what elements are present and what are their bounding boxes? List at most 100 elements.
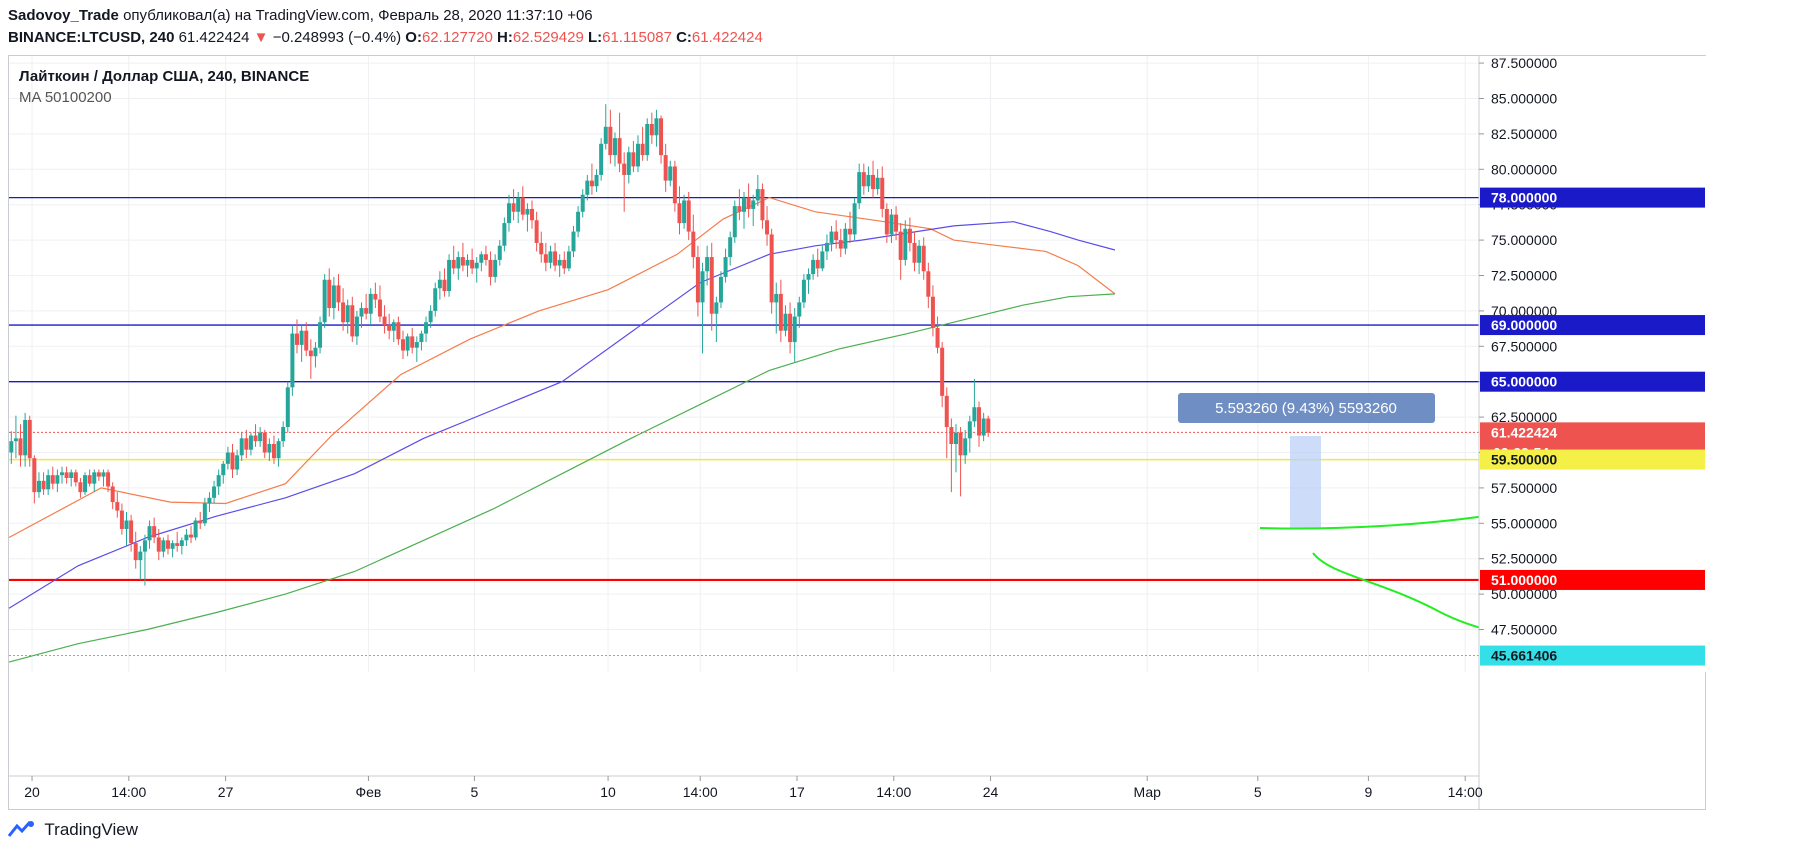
candle-body xyxy=(244,438,249,450)
candle-body xyxy=(488,259,493,277)
candle-body xyxy=(760,189,765,221)
x-tick-label: 27 xyxy=(218,784,234,800)
high-label: H: xyxy=(497,29,513,46)
candle-body xyxy=(225,452,230,464)
candle-body xyxy=(659,118,664,156)
candle-body xyxy=(751,200,756,209)
y-tick-label: 57.500000 xyxy=(1491,480,1557,496)
indicator-legend[interactable]: MA 50100200 xyxy=(19,89,112,106)
candle-body xyxy=(755,189,760,201)
candle-body xyxy=(557,259,562,266)
candle-body xyxy=(147,526,152,541)
candle-body xyxy=(806,274,811,280)
level-tag: 59.500000 xyxy=(1491,452,1557,468)
candle-body xyxy=(96,472,101,477)
candle-body xyxy=(603,126,608,144)
candle-body xyxy=(424,322,429,334)
x-tick-label: 14:00 xyxy=(683,784,718,800)
candle-body xyxy=(331,285,336,309)
candle-body xyxy=(728,237,733,258)
candle-body xyxy=(253,435,258,442)
y-tick-label: 87.500000 xyxy=(1491,55,1557,71)
candle-body xyxy=(576,211,581,232)
ohlc-header: BINANCE:LTCUSD, 240 61.422424 ▼ −0.24899… xyxy=(8,29,763,46)
x-tick-label: Мар xyxy=(1134,784,1162,800)
candle-body xyxy=(405,336,410,351)
candle-body xyxy=(92,472,97,484)
candle-body xyxy=(299,330,304,345)
candle-body xyxy=(304,330,309,351)
candle-body xyxy=(267,444,272,453)
candle-body xyxy=(903,228,908,260)
candle-body xyxy=(364,308,369,314)
candle-body xyxy=(742,197,746,212)
candle-body xyxy=(737,206,742,212)
candle-body xyxy=(87,475,92,484)
candle-body xyxy=(769,234,774,303)
candle-body xyxy=(175,543,180,546)
candle-body xyxy=(967,421,972,439)
candle-body xyxy=(797,302,802,317)
candle-body xyxy=(723,257,728,277)
candle-body xyxy=(539,242,544,255)
candle-body xyxy=(622,163,627,175)
level-tag: 78.000000 xyxy=(1491,190,1557,206)
candle-body xyxy=(700,271,705,303)
candle-body xyxy=(774,293,779,303)
candle-body xyxy=(935,327,940,348)
candle-body xyxy=(801,279,806,303)
candle-body xyxy=(433,288,438,311)
candle-body xyxy=(953,432,958,445)
candle-body xyxy=(930,296,935,328)
candle-body xyxy=(866,174,871,187)
candle-body xyxy=(636,143,641,167)
close-value: 61.422424 xyxy=(691,29,763,46)
candle-body xyxy=(811,259,816,275)
candle-body xyxy=(341,302,346,323)
candle-body xyxy=(631,152,636,167)
candle-body xyxy=(506,203,511,224)
candle-body xyxy=(350,305,355,337)
candle-body xyxy=(654,118,659,136)
brand-footer[interactable]: TradingView xyxy=(8,820,138,840)
candle-body xyxy=(594,174,599,187)
measure-box[interactable] xyxy=(1290,436,1321,529)
x-tick-label: 14:00 xyxy=(111,784,146,800)
candle-body xyxy=(940,347,945,396)
candle-body xyxy=(972,407,977,422)
level-tag-box xyxy=(1480,315,1705,336)
candle-body xyxy=(820,251,825,269)
candle-body xyxy=(640,143,645,156)
y-tick-label: 67.500000 xyxy=(1491,338,1557,354)
candle-body xyxy=(156,537,161,552)
candle-body xyxy=(553,251,558,266)
candle-body xyxy=(843,228,848,249)
candle-body xyxy=(497,245,502,260)
chart-title: Лайткоин / Доллар США, 240, BINANCE xyxy=(19,68,310,85)
moving-averages xyxy=(8,196,1116,663)
candle-body xyxy=(18,438,23,456)
candle-body xyxy=(534,220,539,243)
candle-body xyxy=(963,438,968,456)
candle-body xyxy=(516,197,521,212)
candle-body xyxy=(714,302,719,314)
candle-body xyxy=(78,482,83,493)
candle-body xyxy=(64,472,69,478)
candle-body xyxy=(589,180,594,187)
candle-body xyxy=(451,259,456,269)
publish-info: опубликовал(а) на TradingView.com, Февра… xyxy=(123,7,593,24)
candle-body xyxy=(686,200,691,232)
measure-label-box[interactable] xyxy=(1178,393,1435,423)
candle-body xyxy=(152,526,157,538)
candle-body xyxy=(525,208,530,215)
candle-body xyxy=(387,325,392,331)
candle-body xyxy=(465,259,470,266)
level-tag-box xyxy=(1480,569,1705,590)
candle-body xyxy=(672,166,677,204)
drawings: 5.593260 (9.43%) 5593260 xyxy=(1178,393,1703,657)
candle-body xyxy=(829,231,834,243)
x-tick-label: 9 xyxy=(1365,784,1373,800)
ma-line xyxy=(8,221,1116,609)
author-name[interactable]: Sadovoy_Trade xyxy=(8,7,119,24)
